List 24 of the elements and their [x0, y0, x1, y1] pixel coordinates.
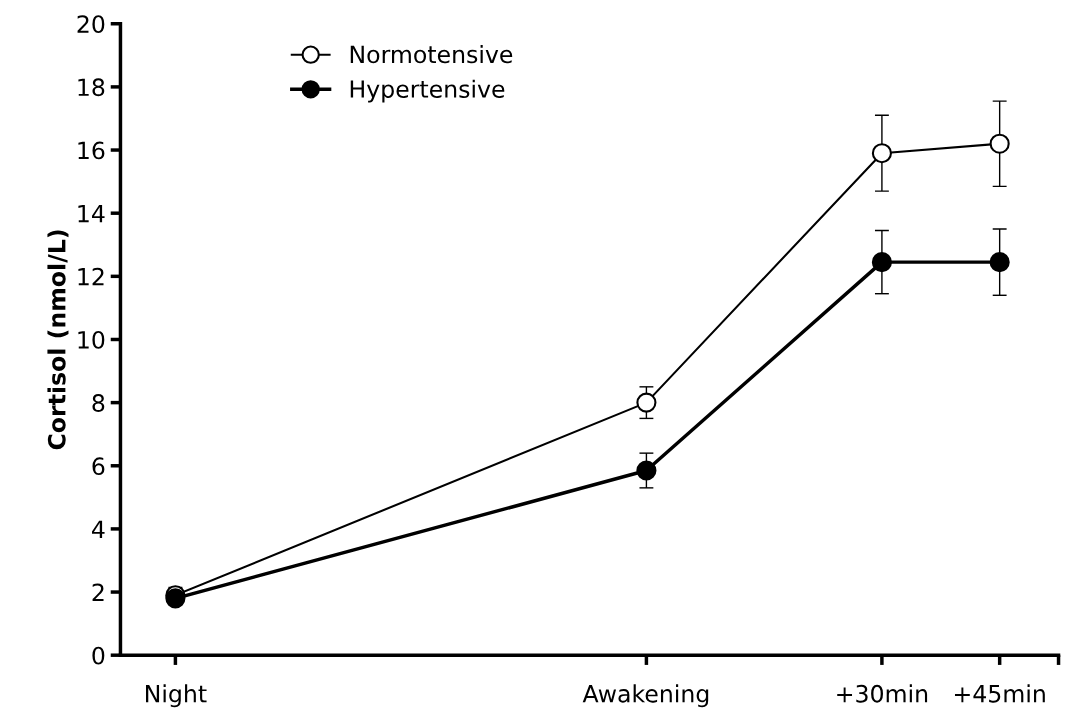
point — [871, 252, 892, 273]
x-tick-label: +45min — [954, 684, 1045, 703]
y-tick-label: 18 — [78, 78, 105, 97]
point — [871, 143, 892, 164]
x-tick-label: Awakening — [582, 684, 709, 708]
y-tick-label: 0 — [92, 646, 105, 665]
y-tick-label: 12 — [78, 267, 104, 286]
y-tick-label: 4 — [92, 520, 105, 538]
y-tick-label: 20 — [77, 15, 105, 34]
y-tick-label: 14 — [78, 204, 105, 223]
legend-label: Normotensive — [350, 45, 513, 64]
x-tick-label: Night — [146, 684, 207, 708]
y-tick-label: 10 — [78, 330, 105, 349]
y-tick-label: 2 — [92, 583, 104, 602]
y-tick-label: 16 — [78, 141, 105, 160]
y-tick-label: 8 — [92, 394, 105, 412]
point — [636, 392, 657, 413]
point — [989, 252, 1010, 273]
y-axis-title: Cortisol (nmol/L) — [47, 230, 69, 450]
point — [636, 460, 657, 481]
point — [989, 133, 1010, 154]
y-tick-label: 6 — [92, 457, 105, 476]
legend-label: Hypertensive — [350, 79, 505, 103]
x-tick-label: +30min — [837, 684, 928, 703]
